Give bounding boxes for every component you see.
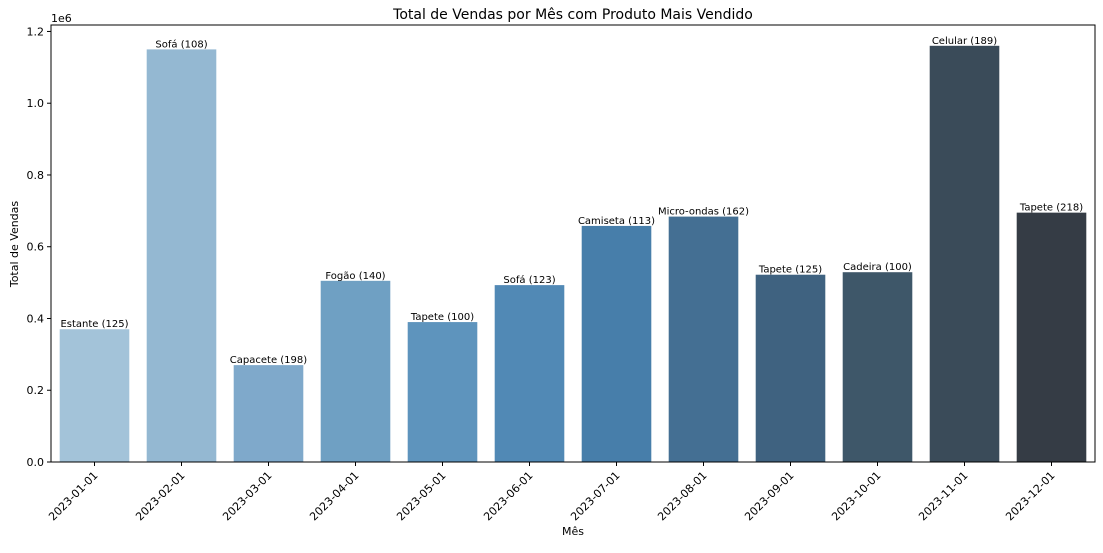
- bar-2023-06-01: [494, 285, 565, 462]
- x-tick-label: 2023-07-01: [568, 469, 622, 523]
- bar-2023-05-01: [407, 322, 478, 462]
- y-tick-label: 1.0: [27, 97, 45, 110]
- y-tick-label: 0.6: [27, 241, 45, 254]
- bar-value-label: Cadeira (100): [843, 262, 912, 273]
- y-tick-label: 0.4: [27, 312, 45, 325]
- bar-value-label: Tapete (100): [410, 312, 474, 323]
- x-tick-label: 2023-11-01: [916, 469, 970, 523]
- bar-2023-12-01: [1016, 212, 1087, 462]
- y-axis-title: Total de Vendas: [8, 201, 21, 289]
- y-tick-label: 1.2: [27, 25, 45, 38]
- bar-value-label: Estante (125): [60, 319, 128, 330]
- x-tick-label: 2023-12-01: [1003, 469, 1057, 523]
- bar-value-label: Sofá (123): [503, 274, 555, 286]
- x-tick-label: 2023-09-01: [742, 469, 796, 523]
- bar-2023-11-01: [929, 45, 1000, 463]
- x-tick-label: 2023-04-01: [307, 469, 361, 523]
- y-offset-label: 1e6: [51, 12, 72, 25]
- bar-2023-03-01: [233, 365, 304, 462]
- bar-2023-10-01: [842, 272, 913, 462]
- bar-value-label: Sofá (108): [155, 38, 207, 50]
- x-tick-label: 2023-01-01: [46, 469, 100, 523]
- x-axis-title: Mês: [562, 525, 584, 538]
- x-tick-label: 2023-03-01: [220, 469, 274, 523]
- bar-value-label: Tapete (125): [758, 265, 822, 276]
- bar-value-label: Micro-ondas (162): [658, 207, 749, 218]
- y-tick-label: 0.0: [27, 456, 45, 469]
- y-tick-label: 0.8: [27, 169, 45, 182]
- x-tick-label: 2023-02-01: [133, 469, 187, 523]
- bar-labels-group: Estante (125) Sofá (108) Capacete (198) Fog…: [60, 36, 1083, 366]
- chart-title: Total de Vendas por Mês com Produto Mais…: [392, 7, 753, 23]
- x-tick-label: 2023-10-01: [829, 469, 883, 523]
- x-axis-ticks: 2023-01-01 2023-02-01 2023-03-01 2023-04-01…: [46, 462, 1058, 523]
- bar-2023-01-01: [59, 329, 130, 462]
- y-axis-ticks: 0.0 0.2 0.4 0.6 0.8 1.0 1.2: [27, 25, 51, 469]
- bar-2023-08-01: [668, 216, 739, 462]
- x-tick-label: 2023-08-01: [655, 469, 709, 523]
- bars-group: [59, 45, 1087, 463]
- x-tick-label: 2023-05-01: [394, 469, 448, 523]
- bar-2023-02-01: [146, 49, 217, 463]
- bar-value-label: Fogão (140): [325, 271, 385, 282]
- bar-2023-09-01: [755, 274, 826, 462]
- bar-value-label: Camiseta (113): [578, 216, 655, 227]
- plot-frame: [50, 24, 1096, 463]
- bar-value-label: Celular (189): [932, 36, 997, 47]
- bar-value-label: Tapete (218): [1019, 203, 1083, 214]
- bar-2023-07-01: [581, 225, 652, 462]
- bar-2023-04-01: [320, 280, 391, 462]
- y-tick-label: 0.2: [27, 384, 45, 397]
- x-tick-label: 2023-06-01: [481, 469, 535, 523]
- bar-value-label: Capacete (198): [230, 355, 307, 366]
